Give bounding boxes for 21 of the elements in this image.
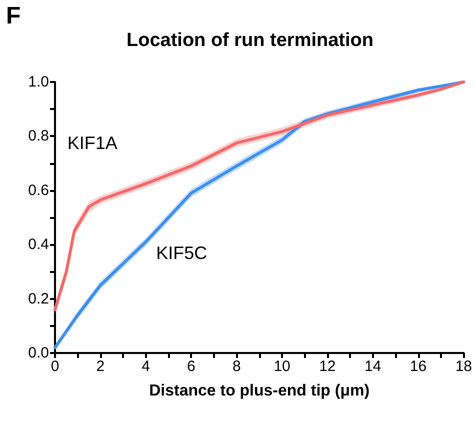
x-tick-label: 10 [274,358,290,375]
series-label: KIF5C [156,243,208,264]
x-tick-label: 18 [455,358,472,375]
y-tick-label: 1.0 [28,74,49,90]
y-tick-label: 0.2 [28,290,49,308]
y-tick-label: 0.4 [28,236,49,254]
y-tick-label: 0.8 [28,128,49,145]
x-tick-label: 16 [410,358,427,375]
x-tick-label: 0 [50,358,60,375]
x-tick-label: 14 [364,358,382,375]
x-tick-label: 12 [319,358,336,375]
y-tick-label: 0.0 [28,344,49,362]
text: F [6,2,21,30]
x-tick-label: 4 [142,358,150,375]
x-tick-label: 2 [96,358,105,375]
y-tick-label: 0.6 [28,182,49,199]
x-tick-label: 8 [232,358,241,375]
x-axis-title: Distance to plus-end tip (μm) [149,382,370,400]
x-tick-label: 6 [187,358,196,375]
text: KIF1A [67,132,118,153]
chart-title: Location of run termination [126,30,374,51]
